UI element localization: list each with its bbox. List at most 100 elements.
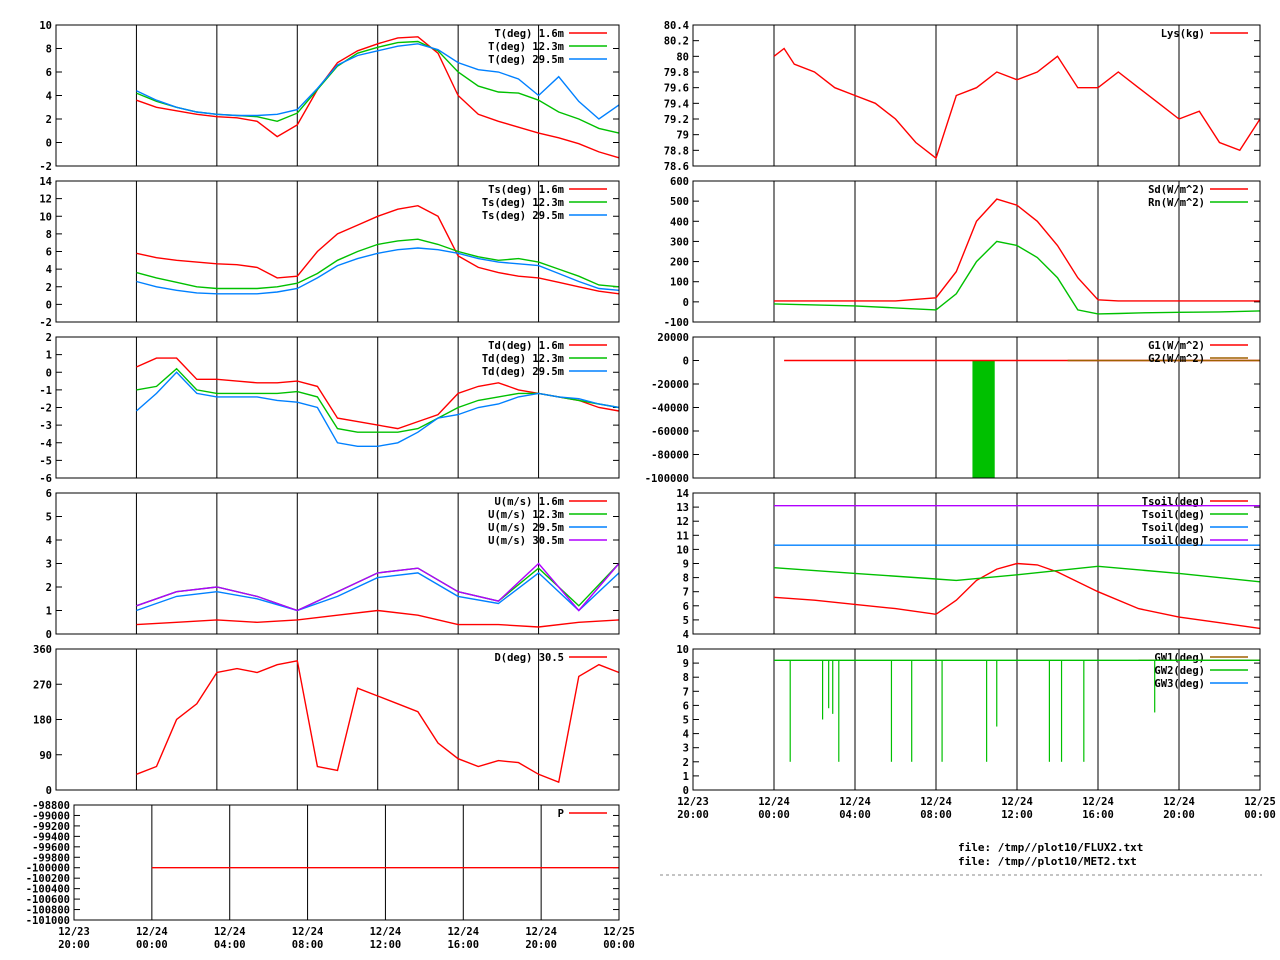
y-tick-label: 10	[676, 644, 689, 656]
chart-tsoil: 4567891011121314Tsoil(deg)Tsoil(deg)Tsoi…	[676, 488, 1261, 641]
y-tick-label: 13	[676, 502, 689, 514]
y-tick-label: 8	[46, 44, 52, 56]
y-tick-label: 5	[46, 512, 52, 524]
x-tick-label: 12/24	[1163, 796, 1195, 808]
plot-frame	[73, 804, 620, 921]
y-tick-label: -100200	[26, 873, 70, 885]
y-tick-label: 1	[46, 606, 52, 618]
y-tick-label: -40000	[651, 403, 689, 415]
y-tick-label: 80.4	[664, 20, 689, 32]
chart-t: -2 0 2 4 6 8 10 T(deg) 1.6mT(deg) 12.3mT(deg) 2…	[39, 20, 620, 173]
legend-label: U(m/s) 29.5m	[488, 522, 564, 534]
plot-frame	[55, 336, 620, 479]
y-tick-label: 360	[33, 644, 52, 656]
legend-label: P	[558, 808, 564, 820]
y-tick-label: 4	[683, 729, 689, 741]
x-tick-label: 08:00	[920, 809, 952, 821]
file-line-1: file: /tmp//plot10/FLUX2.txt	[958, 841, 1143, 854]
y-tick-label: 6	[46, 247, 52, 259]
y-tick-label: 9	[683, 658, 689, 670]
y-tick-label: 100	[670, 277, 689, 289]
y-tick-label: 4	[46, 264, 52, 276]
y-tick-label: 1	[46, 350, 52, 362]
x-tick-label: 08:00	[292, 939, 324, 951]
y-tick-label: 7	[683, 587, 689, 599]
chart-d: 0 90 180 270 360 D(deg) 30.5	[33, 644, 620, 797]
y-tick-label: 2	[46, 332, 52, 344]
y-tick-label: 5	[683, 715, 689, 727]
legend-label: G2(W/m^2)	[1148, 353, 1205, 365]
x-tick-label: 04:00	[214, 939, 246, 951]
y-tick-label: -2	[39, 161, 52, 173]
y-tick-label: 500	[670, 196, 689, 208]
y-tick-label: 78.8	[664, 145, 689, 157]
x-tick-label: 20:00	[58, 939, 90, 951]
series-line	[773, 47, 1261, 160]
legend-label: GW3(deg)	[1154, 678, 1205, 690]
legend-label: Td(deg) 12.3m	[482, 353, 564, 365]
y-tick-label: -99400	[32, 831, 70, 843]
y-tick-label: 11	[676, 530, 689, 542]
y-tick-label: 80.2	[664, 36, 689, 48]
legend-label: Tsoil(deg)	[1142, 535, 1205, 547]
y-tick-label: 0	[46, 138, 52, 150]
y-tick-label: 4	[46, 535, 52, 547]
series-line	[136, 562, 620, 612]
y-tick-label: -99600	[32, 842, 70, 854]
chart-gw: 01234567891012/2320:0012/2400:0012/2404:…	[676, 644, 1275, 821]
legend-label: U(m/s) 1.6m	[494, 496, 564, 508]
y-tick-label: -2	[39, 403, 52, 415]
y-tick-label: 0	[46, 367, 52, 379]
series-line	[136, 238, 620, 290]
y-tick-label: -100000	[645, 473, 689, 485]
y-tick-label: 0	[46, 629, 52, 641]
y-tick-label: 78.6	[664, 161, 689, 173]
x-tick-label: 04:00	[839, 809, 871, 821]
y-tick-label: 10	[676, 544, 689, 556]
y-tick-label: 300	[670, 236, 689, 248]
x-tick-label: 16:00	[447, 939, 479, 951]
y-tick-label: -20000	[651, 379, 689, 391]
y-tick-label: 6	[683, 700, 689, 712]
y-tick-label: 10	[39, 20, 52, 32]
series-line	[136, 36, 620, 159]
legend-label: Tsoil(deg)	[1142, 522, 1205, 534]
y-tick-label: 8	[683, 672, 689, 684]
y-tick-label: -100600	[26, 894, 70, 906]
series-line	[136, 609, 620, 628]
y-tick-label: 0	[683, 356, 689, 368]
chart-u: 0 1 2 3 4 5 6 U(m/s) 1.6mU(m/s) 12.3mU(m/s) 29.…	[46, 488, 620, 641]
y-tick-label: -100	[664, 317, 689, 329]
legend-label: T(deg) 1.6m	[494, 28, 564, 40]
y-tick-label: 79	[676, 130, 689, 142]
y-tick-label: 12	[676, 516, 689, 528]
plot-frame	[55, 24, 620, 167]
y-tick-label: -100800	[26, 905, 70, 917]
x-tick-label: 12/24	[758, 796, 790, 808]
series-line	[773, 565, 1261, 583]
y-tick-label: -99800	[32, 852, 70, 864]
series-line	[774, 198, 1260, 302]
legend-label: GW1(deg)	[1154, 652, 1205, 664]
legend-label: Tsoil(deg)	[1142, 509, 1205, 521]
legend-label: T(deg) 29.5m	[488, 54, 564, 66]
plot-frame	[692, 336, 1261, 479]
y-tick-label: 6	[46, 488, 52, 500]
y-tick-label: -99000	[32, 810, 70, 822]
series-line	[136, 571, 620, 612]
x-tick-label: 12/24	[1082, 796, 1114, 808]
y-tick-label: 2	[46, 114, 52, 126]
y-tick-label: -100400	[26, 884, 70, 896]
series-line	[136, 247, 620, 295]
y-tick-label: -5	[39, 455, 52, 467]
plot-frame	[692, 492, 1261, 635]
y-tick-label: -2	[39, 317, 52, 329]
x-tick-label: 00:00	[758, 809, 790, 821]
x-tick-label: 12/23	[58, 926, 90, 938]
legend-label: T(deg) 12.3m	[488, 41, 564, 53]
x-tick-label: 12/25	[1244, 796, 1276, 808]
y-tick-label: 6	[46, 67, 52, 79]
x-tick-label: 12:00	[370, 939, 402, 951]
file-line-2: file: /tmp//plot10/MET2.txt	[958, 855, 1137, 868]
y-tick-label: 5	[683, 615, 689, 627]
